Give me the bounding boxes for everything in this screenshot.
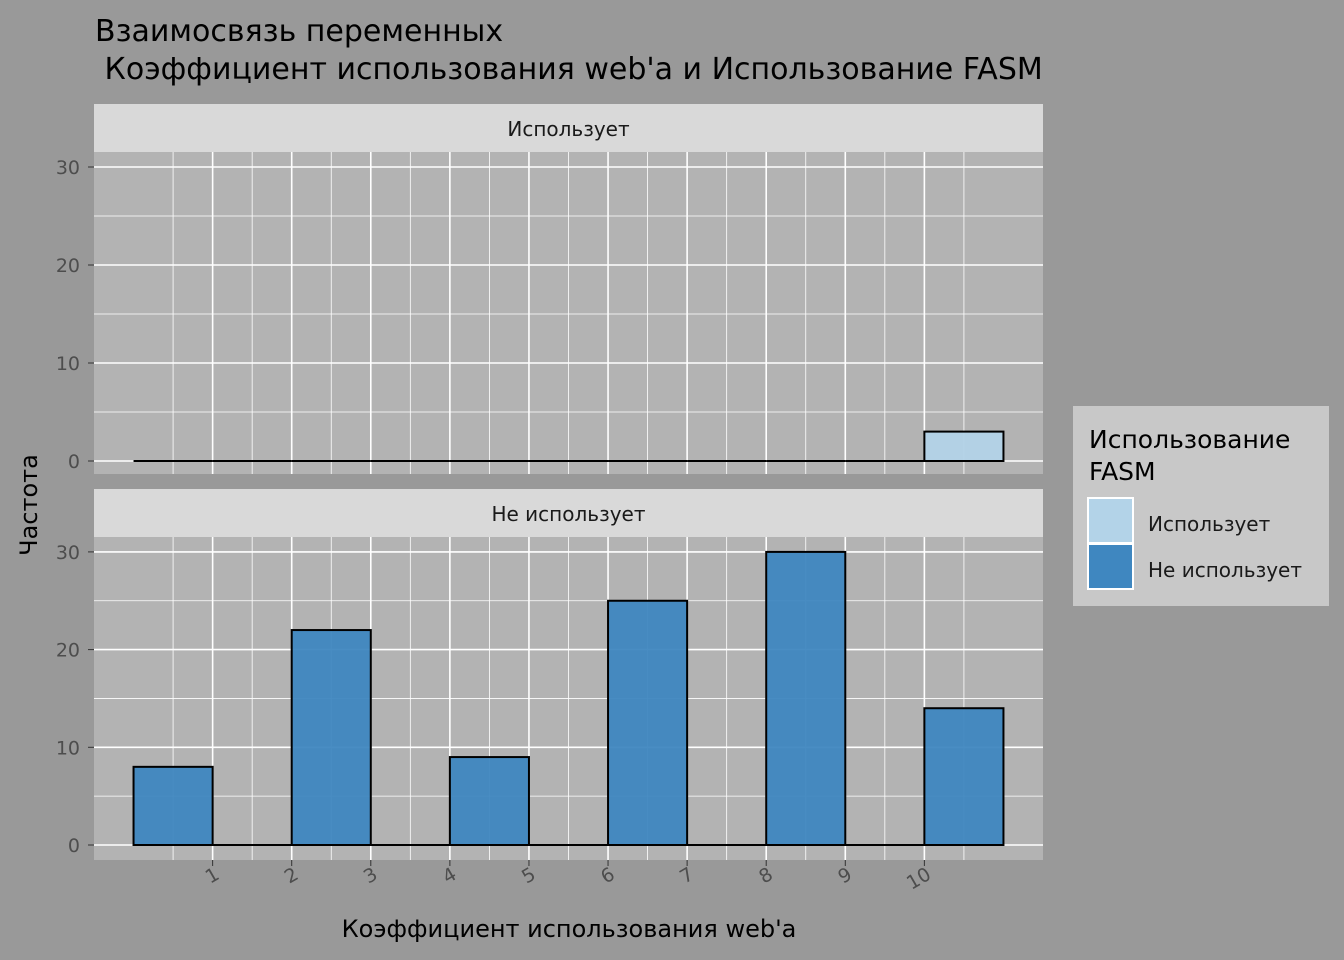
y-tick-label: 0 xyxy=(68,451,80,473)
facet-strip xyxy=(94,104,1043,152)
x-tick-label: 9 xyxy=(834,863,855,888)
facet-strip-label: Использует xyxy=(507,117,630,141)
histogram-bar xyxy=(923,707,1005,846)
legend-key-uses xyxy=(1087,497,1134,544)
legend: Использование FASM Использует Не использ… xyxy=(1073,406,1329,606)
x-tick-label: 8 xyxy=(755,863,776,888)
histogram-bar xyxy=(132,765,214,847)
legend-title-line2: FASM xyxy=(1089,457,1156,486)
histogram-bar xyxy=(765,550,847,847)
legend-label-uses: Использует xyxy=(1148,512,1271,536)
y-tick-label: 30 xyxy=(56,157,80,179)
histogram-bar xyxy=(448,756,530,847)
histogram-bar xyxy=(607,599,689,846)
y-tick-label: 20 xyxy=(56,640,80,662)
y-tick-label: 30 xyxy=(56,542,80,564)
x-tick-label: 1 xyxy=(202,863,223,888)
facet-panel: Использует 0 10 20 30 xyxy=(56,104,1043,474)
x-tick-label: 3 xyxy=(360,863,381,888)
facet-panel: Не использует 0 10 20 30 xyxy=(56,489,1043,860)
histogram-bar xyxy=(923,430,1005,463)
y-tick-label: 20 xyxy=(56,255,80,277)
histogram-bar xyxy=(290,629,372,846)
chart-title-line1: Взаимосвязь переменных xyxy=(95,14,503,49)
x-tick-label: 10 xyxy=(903,863,935,894)
x-tick-label: 6 xyxy=(597,863,618,888)
facet-strip xyxy=(94,489,1043,537)
x-tick-label: 2 xyxy=(281,863,302,888)
x-tick-label: 4 xyxy=(439,863,460,888)
y-tick-label: 10 xyxy=(56,737,80,759)
legend-key-not-uses xyxy=(1087,543,1134,590)
legend-label-not-uses: Не использует xyxy=(1148,558,1302,582)
x-axis-title: Коэффициент использования web'a xyxy=(342,915,797,943)
x-tick-label: 7 xyxy=(676,863,697,888)
y-tick-label: 0 xyxy=(68,835,80,857)
facet-strip-label: Не использует xyxy=(491,502,645,526)
chart-title-line2: Коэффициент использования web'a и Исполь… xyxy=(95,52,1043,87)
legend-title-line1: Использование xyxy=(1089,425,1290,454)
y-axis-title: Частота xyxy=(15,454,43,556)
y-tick-label: 10 xyxy=(56,353,80,375)
x-tick-label: 5 xyxy=(518,863,539,888)
